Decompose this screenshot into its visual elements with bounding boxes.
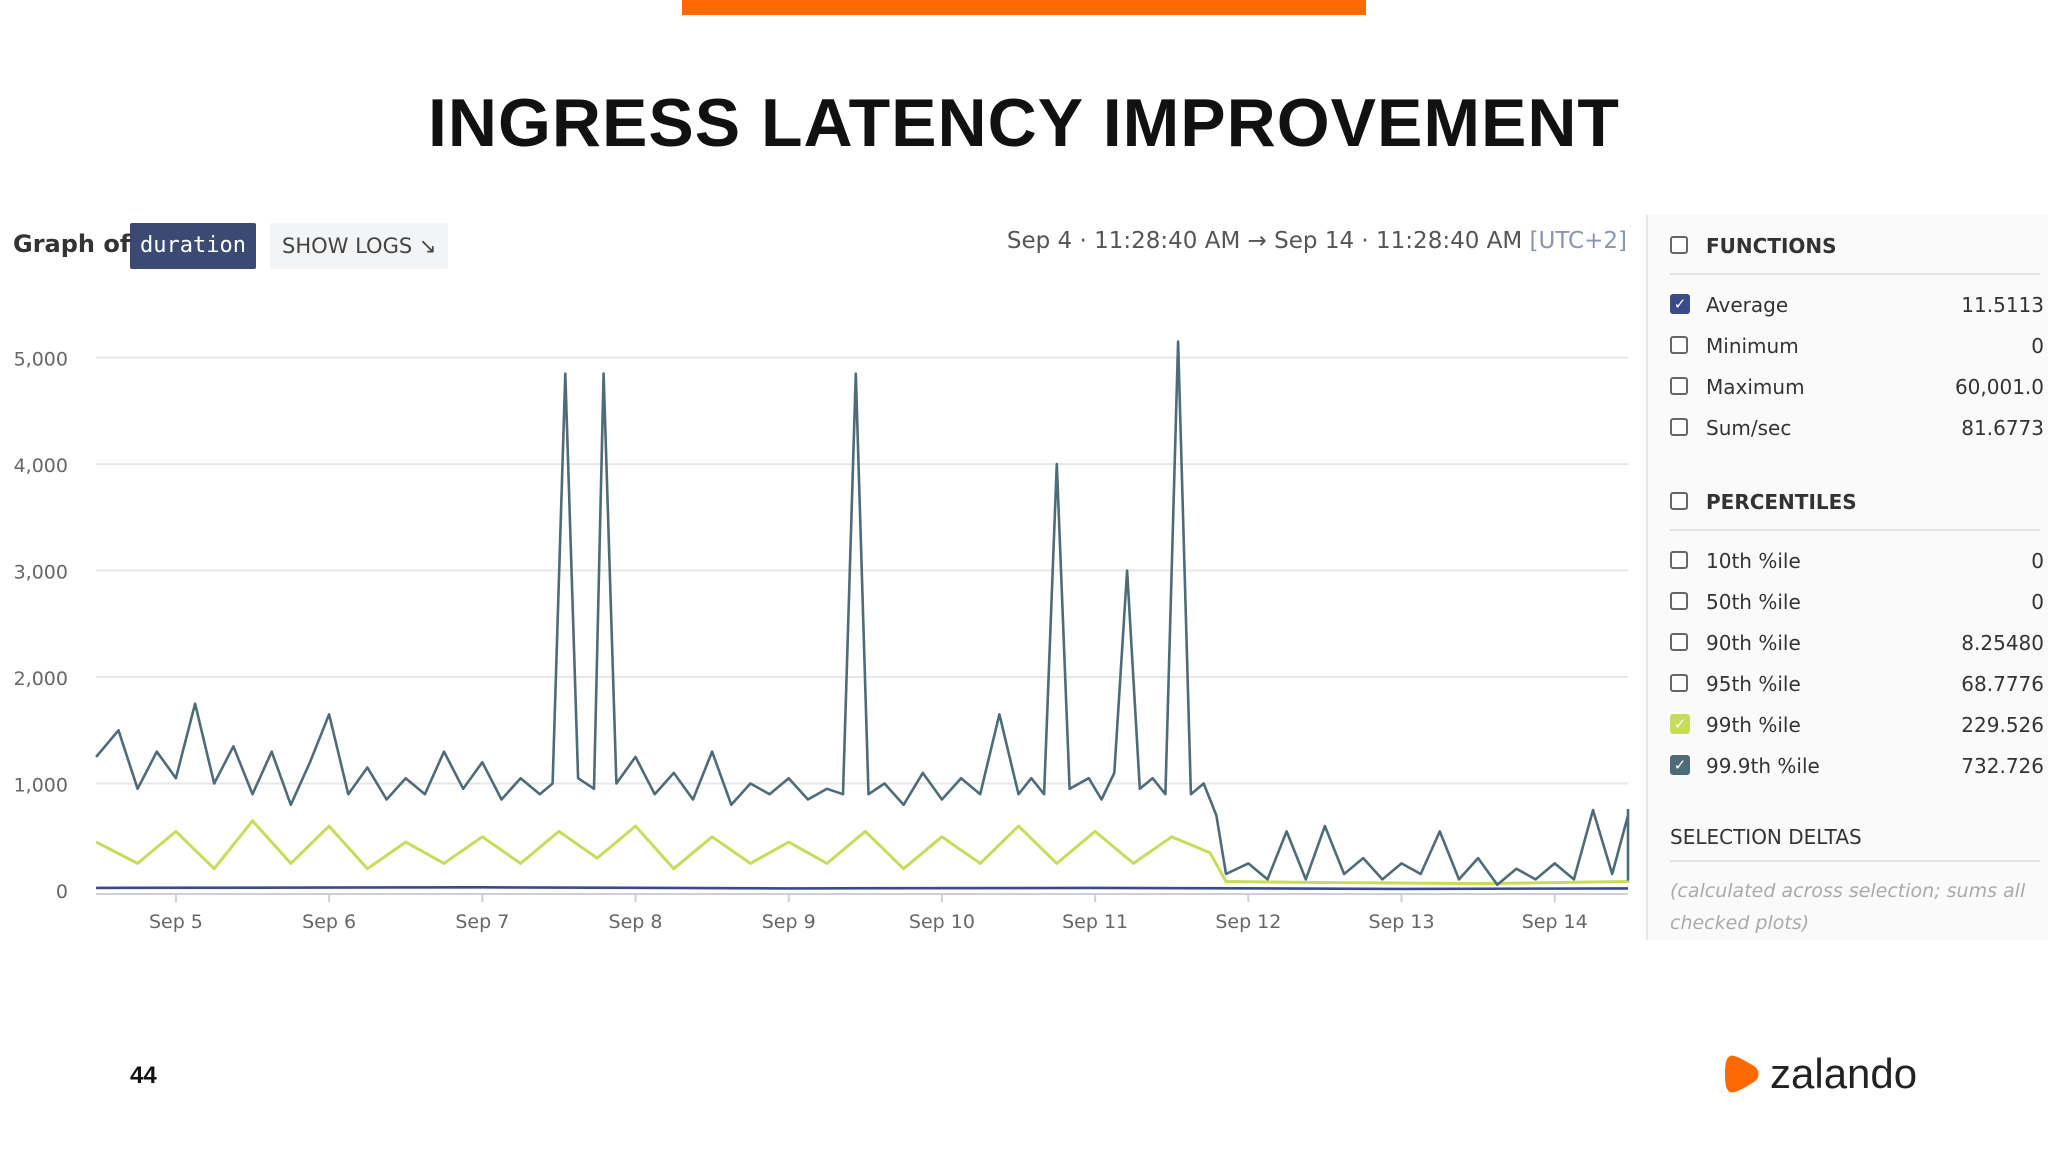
timezone-label: [UTC+2] [1529,228,1627,254]
percentile-row[interactable]: 95th %ile 68.7776 [1670,670,2044,700]
zalando-logo-text: zalando [1770,1050,1918,1097]
divider [1670,529,2040,531]
x-tick-label: Sep 13 [1369,911,1435,933]
function-row[interactable]: Minimum 0 [1670,332,2044,362]
function-row[interactable]: Maximum 60,001.0 [1670,373,2044,403]
series-line-average [96,885,1629,891]
checkbox-icon[interactable] [1670,492,1688,510]
checkbox-checked-icon[interactable]: ✓ [1670,714,1690,734]
selection-deltas-title: SELECTION DELTAS [1670,825,1862,849]
percentile-row[interactable]: 10th %ile 0 [1670,547,2044,577]
y-tick-label: 3,000 [14,562,68,584]
metric-selector[interactable]: duration [130,223,256,269]
x-tick-label: Sep 9 [762,911,816,933]
percentile-row[interactable]: 50th %ile 0 [1670,588,2044,618]
function-value: 60,001.0 [1954,375,2044,399]
percentile-label: 99th %ile [1706,713,1801,737]
percentile-row[interactable]: 90th %ile 8.25480 [1670,629,2044,659]
accent-bar [682,0,1366,15]
selection-note: (calculated across selection; sums all c… [1670,880,2026,934]
percentile-label: 50th %ile [1706,590,1801,614]
checkbox-icon[interactable] [1670,418,1688,436]
divider [1670,273,2040,275]
functions-sidebar: FUNCTIONS ✓ Average 11.5113 Minimum 0 Maximum 6… [1646,215,2048,940]
x-tick-label: Sep 7 [455,911,509,933]
percentile-row[interactable]: ✓ 99.9th %ile 732.726 [1670,752,2044,782]
time-range-selector[interactable]: Sep 4 · 11:28:40 AM → Sep 14 · 11:28:40 … [1007,228,1627,254]
function-row[interactable]: Sum/sec 81.6773 [1670,414,2044,444]
checkbox-checked-icon[interactable]: ✓ [1670,755,1690,775]
zalando-logo-icon [1725,1055,1759,1093]
percentile-value: 0 [2031,590,2044,614]
slide-title: INGRESS LATENCY IMPROVEMENT [428,85,1620,161]
graph-of-label: Graph of [13,230,131,258]
show-logs-button[interactable]: SHOW LOGS ↘ [270,223,449,269]
checkbox-icon[interactable] [1670,592,1688,610]
percentile-value: 0 [2031,549,2044,573]
function-value: 0 [2031,334,2044,358]
function-row[interactable]: ✓ Average 11.5113 [1670,291,2044,321]
x-tick-label: Sep 14 [1522,911,1588,933]
function-value: 11.5113 [1961,293,2044,317]
checkbox-checked-icon[interactable]: ✓ [1670,294,1690,314]
series-line-99th-ile [95,819,1630,886]
function-label: Maximum [1706,375,1805,399]
functions-title: FUNCTIONS [1706,234,1837,258]
x-tick-label: Sep 11 [1062,911,1128,933]
y-tick-label: 2,000 [14,668,68,690]
percentile-label: 99.9th %ile [1706,754,1820,778]
percentile-value: 8.25480 [1961,631,2044,655]
checkbox-icon[interactable] [1670,551,1688,569]
divider [1670,860,2040,862]
time-range-text: Sep 4 · 11:28:40 AM → Sep 14 · 11:28:40 … [1006,228,1523,254]
percentile-value: 68.7776 [1961,672,2044,696]
x-tick-label: Sep 8 [609,911,663,933]
percentile-label: 90th %ile [1706,631,1801,655]
y-tick-label: 4,000 [14,455,68,477]
percentiles-header[interactable]: PERCENTILES [1670,488,2044,518]
percentile-value: 229.526 [1961,713,2044,737]
x-tick-label: Sep 10 [909,911,975,933]
percentile-value: 732.726 [1961,754,2044,778]
y-tick-label: 5,000 [14,349,68,371]
y-tick-label: 1,000 [14,775,68,797]
page-number: 44 [130,1062,157,1089]
checkbox-icon[interactable] [1670,633,1688,651]
function-label: Average [1706,293,1789,317]
checkbox-icon[interactable] [1670,236,1688,254]
checkbox-icon[interactable] [1670,674,1688,692]
checkbox-icon[interactable] [1670,336,1688,354]
checkbox-icon[interactable] [1670,377,1688,395]
percentiles-title: PERCENTILES [1706,490,1857,514]
zalando-logo: zalando [1724,1050,1924,1100]
x-tick-label: Sep 12 [1215,911,1281,933]
x-tick-label: Sep 6 [302,911,356,933]
function-value: 81.6773 [1961,416,2044,440]
function-label: Minimum [1706,334,1799,358]
percentile-row[interactable]: ✓ 99th %ile 229.526 [1670,711,2044,741]
latency-chart[interactable]: 0 1,000 2,000 3,000 4,000 5,000 Sep 5 Sep 6 Sep … [0,300,1640,940]
percentile-label: 10th %ile [1706,549,1801,573]
y-tick-label: 0 [56,881,68,903]
percentile-label: 95th %ile [1706,672,1801,696]
series-line-99-9th-ile [95,340,1630,887]
function-label: Sum/sec [1706,416,1792,440]
x-tick-label: Sep 5 [149,911,203,933]
functions-header[interactable]: FUNCTIONS [1670,232,2044,262]
